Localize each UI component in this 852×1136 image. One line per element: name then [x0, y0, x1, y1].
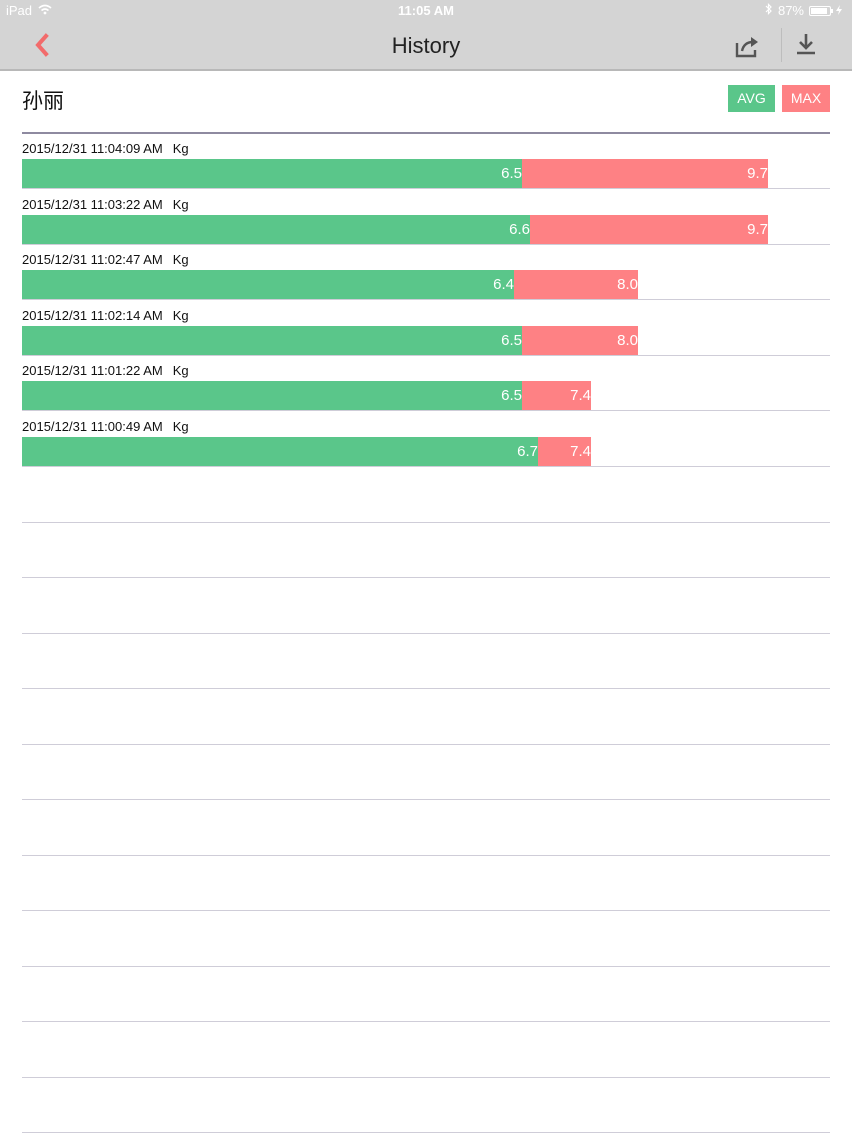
battery-percent: 87%: [777, 3, 804, 18]
history-row[interactable]: 2015/12/31 11:04:09 AM Kg 9.7 6.5: [22, 134, 830, 189]
status-left: iPad: [6, 3, 52, 18]
history-row[interactable]: 2015/12/31 11:02:14 AM Kg 8.0 6.5: [22, 301, 830, 356]
empty-row-line: [22, 1077, 830, 1078]
record-header: 2015/12/31 11:01:22 AM Kg: [22, 363, 189, 378]
record-unit: Kg: [172, 141, 189, 156]
record-unit: Kg: [172, 196, 189, 212]
empty-row-line: [22, 577, 830, 578]
row-divider: [22, 354, 830, 356]
history-row[interactable]: 2015/12/31 11:02:47 AM Kg 8.0 6.4: [22, 245, 830, 300]
record-timestamp: 2015/12/31 11:02:14 AM: [22, 307, 163, 323]
avg-value-label: 6.5: [501, 331, 522, 349]
avg-value-label: 6.7: [517, 442, 538, 460]
download-button[interactable]: [792, 31, 820, 59]
nav-divider: [781, 28, 782, 62]
header-divider: [22, 132, 830, 134]
empty-row-line: [22, 522, 830, 523]
record-unit: Kg: [172, 418, 189, 434]
record-header: 2015/12/31 11:03:22 AM Kg: [22, 197, 189, 212]
bluetooth-icon: [765, 3, 773, 18]
chevron-left-icon: [30, 33, 56, 62]
record-timestamp: 2015/12/31 11:02:47 AM: [22, 252, 163, 267]
row-divider: [22, 243, 830, 245]
record-header: 2015/12/31 11:02:14 AM Kg: [22, 308, 189, 323]
nav-bar: History: [0, 22, 852, 71]
status-bar: iPad 11:05 AM 87%: [0, 0, 852, 22]
empty-row-line: [22, 688, 830, 689]
empty-row-line: [22, 855, 830, 856]
avg-value-label: 6.5: [501, 165, 522, 182]
record-timestamp: 2015/12/31 11:00:49 AM: [22, 418, 163, 434]
row-divider: [22, 188, 830, 189]
max-value-label: 8.0: [617, 276, 638, 293]
avg-value-label: 6.4: [493, 276, 514, 293]
record-header: 2015/12/31 11:00:49 AM Kg: [22, 419, 189, 434]
empty-row-line: [22, 966, 830, 967]
back-button[interactable]: [30, 32, 56, 58]
person-name: 孙丽: [22, 89, 64, 113]
avg-bar: 6.5: [22, 381, 522, 410]
max-value-label: 9.7: [747, 165, 768, 182]
max-value-label: 8.0: [617, 331, 638, 349]
avg-bar: 6.5: [22, 325, 522, 355]
max-value-label: 7.4: [570, 387, 591, 404]
share-icon: [734, 37, 762, 63]
record-timestamp: 2015/12/31 11:03:22 AM: [22, 196, 163, 212]
record-unit: Kg: [172, 252, 189, 267]
empty-row-line: [22, 633, 830, 634]
empty-row-line: [22, 799, 830, 800]
record-timestamp: 2015/12/31 11:04:09 AM: [22, 141, 163, 156]
empty-row-line: [22, 744, 830, 745]
row-divider: [22, 465, 830, 467]
row-divider: [22, 410, 830, 411]
avg-bar: 6.7: [22, 436, 538, 466]
history-row[interactable]: 2015/12/31 11:03:22 AM Kg 9.7 6.6: [22, 190, 830, 245]
status-time: 11:05 AM: [398, 3, 454, 18]
avg-value-label: 6.5: [501, 387, 522, 404]
history-row[interactable]: 2015/12/31 11:01:22 AM Kg 7.4 6.5: [22, 356, 830, 411]
record-unit: Kg: [172, 307, 189, 323]
legend-avg: AVG: [728, 85, 775, 112]
max-value-label: 7.4: [570, 442, 591, 460]
wifi-icon: [38, 3, 52, 18]
legend-max: MAX: [782, 85, 830, 112]
avg-value-label: 6.6: [509, 220, 530, 238]
max-value-label: 9.7: [747, 220, 768, 238]
share-button[interactable]: [734, 33, 762, 59]
status-right: 87%: [765, 3, 842, 18]
avg-bar: 6.5: [22, 159, 522, 188]
avg-bar: 6.6: [22, 214, 530, 244]
page-title: History: [391, 33, 461, 58]
record-header: 2015/12/31 11:02:47 AM Kg: [22, 252, 189, 267]
empty-row-line: [22, 1132, 830, 1133]
device-name: iPad: [6, 3, 33, 18]
record-unit: Kg: [172, 363, 189, 378]
download-icon: [792, 34, 820, 63]
record-header: 2015/12/31 11:04:09 AM Kg: [22, 141, 189, 156]
row-divider: [22, 299, 830, 300]
battery-icon: [809, 5, 833, 16]
history-row[interactable]: 2015/12/31 11:00:49 AM Kg 7.4 6.7: [22, 412, 830, 467]
charging-icon: [836, 3, 842, 18]
empty-row-line: [22, 910, 830, 911]
avg-bar: 6.4: [22, 270, 514, 299]
empty-row-line: [22, 1021, 830, 1022]
record-timestamp: 2015/12/31 11:01:22 AM: [22, 363, 163, 378]
